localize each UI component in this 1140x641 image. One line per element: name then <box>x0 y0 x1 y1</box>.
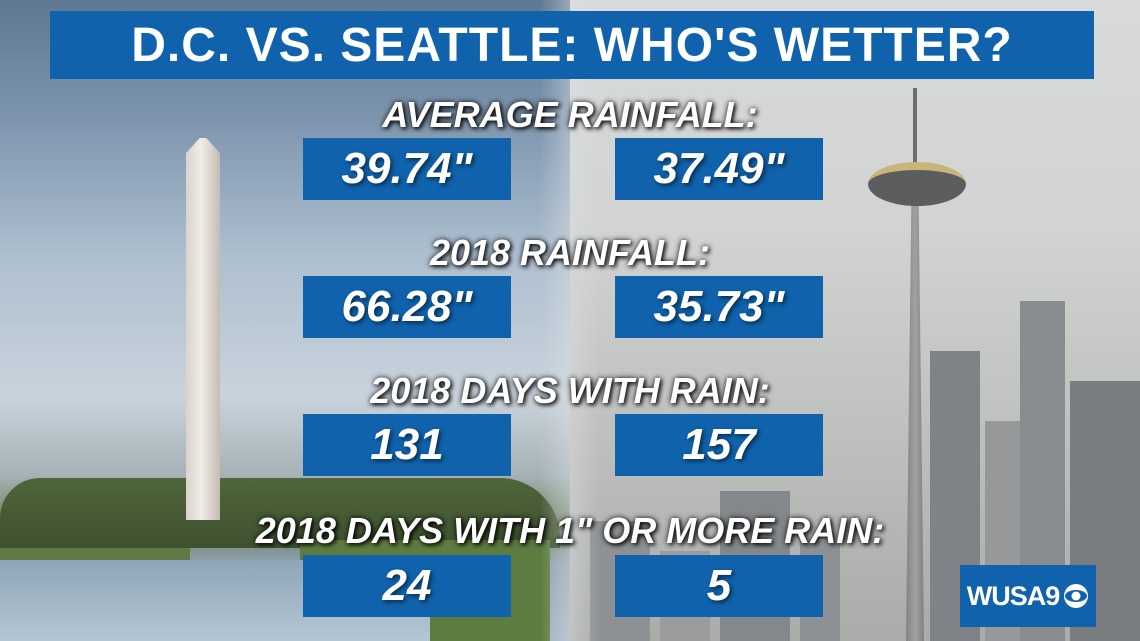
section-label-2018-days-with-rain: 2018 DAYS WITH RAIN: <box>370 370 770 411</box>
value-text: 157 <box>682 420 756 469</box>
value-text: 5 <box>706 561 732 610</box>
page-title: D.C. VS. SEATTLE: WHO'S WETTER? <box>131 18 1013 72</box>
value-text: 37.49" <box>653 144 785 193</box>
cbs-eye-icon <box>1063 583 1089 609</box>
space-needle-tower <box>906 200 924 641</box>
dc-value-2018-days-with-rain: 131 <box>303 414 511 476</box>
section-label-average-rainfall: AVERAGE RAINFALL: <box>382 94 758 135</box>
seattle-value-2018-days-with-rain: 157 <box>615 414 823 476</box>
value-text: 39.74" <box>341 144 473 193</box>
logo-text: WUSA9 <box>966 580 1061 611</box>
dc-value-2018-rainfall: 66.28" <box>303 276 511 338</box>
space-needle-top <box>868 162 966 206</box>
dc-value-2018-days-1-inch-rain: 24 <box>303 555 511 617</box>
section-label-2018-days-1-inch-rain: 2018 DAYS WITH 1" OR MORE RAIN: <box>255 510 885 551</box>
value-text: 131 <box>370 420 444 469</box>
section-label-2018-rainfall: 2018 RAINFALL: <box>429 232 711 273</box>
seattle-value-2018-rainfall: 35.73" <box>615 276 823 338</box>
dc-value-average-rainfall: 39.74" <box>303 138 511 200</box>
value-text: 66.28" <box>341 282 473 331</box>
title-banner: D.C. VS. SEATTLE: WHO'S WETTER? <box>50 11 1094 79</box>
value-text: 24 <box>382 561 432 610</box>
value-text: 35.73" <box>653 282 785 331</box>
seattle-value-2018-days-1-inch-rain: 5 <box>615 555 823 617</box>
wusa9-logo: WUSA9 <box>960 565 1096 627</box>
space-needle-spire <box>913 88 917 168</box>
dc-trees <box>0 478 560 548</box>
washington-monument <box>186 138 220 520</box>
seattle-value-average-rainfall: 37.49" <box>615 138 823 200</box>
image-divider <box>540 0 600 641</box>
